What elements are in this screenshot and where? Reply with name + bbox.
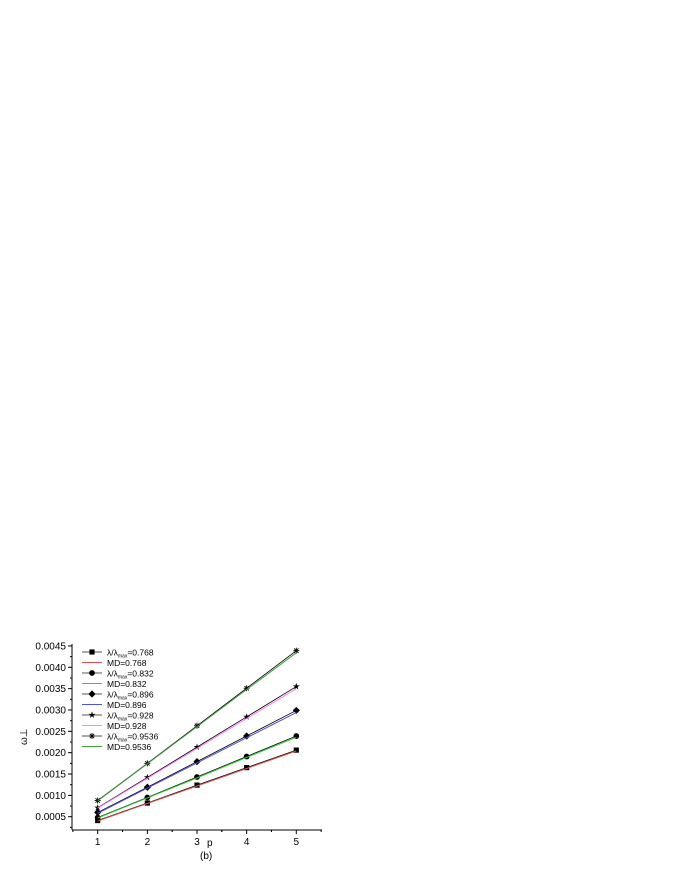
series-group [94,647,300,824]
series-MD-0.768 [97,750,297,822]
y-tick-label: 0.0010 [35,791,66,802]
legend-label: MD=0.896 [107,700,147,710]
diamond-marker [292,706,300,715]
y-tick-label: 0.0025 [35,727,66,738]
series--max-0.896 [94,706,300,817]
series-line [97,736,297,819]
series-line [97,750,297,822]
legend-label: λ/λmax=0.9536 [107,732,159,744]
legend-item: λ/λmax=0.768 [82,648,154,660]
x-tick-label: 3 [194,837,200,848]
legend-label: MD=0.832 [107,679,147,689]
legend-label-sub: max [118,738,128,744]
legend-item: λ/λmax=0.928 [82,711,154,723]
asterisk-marker [293,647,300,654]
legend-label-value: =0.768 [127,648,154,658]
legend-label: λ/λmax=0.928 [107,711,154,723]
legend-item: MD=0.896 [82,700,147,710]
series--max-0.928 [94,682,300,811]
square-marker [244,765,250,771]
y-tick-label: 0.0045 [35,641,66,652]
legend-label-main: λ/λ [107,711,119,721]
asterisk-stroke [89,733,95,739]
star-marker [292,682,300,690]
y-axis-label: ω⊥ [19,728,30,745]
star-marker [243,713,251,720]
y-tick-label: 0.0035 [35,684,66,695]
legend-label-sub: max [118,696,128,702]
legend-item: λ/λmax=0.896 [82,690,154,702]
legend-label-value: =0.9536 [127,732,158,742]
legend-label-main: λ/λ [107,669,119,679]
legend-item: MD=0.928 [82,721,147,731]
diamond-marker [88,690,96,698]
legend-item: MD=0.9536 [82,742,151,752]
legend-label: λ/λmax=0.832 [107,669,154,681]
legend-label: λ/λmax=0.768 [107,648,154,660]
legend-label: λ/λmax=0.896 [107,690,154,702]
x-tick-label: 1 [95,837,101,848]
series-line [97,688,297,809]
diamond-marker [143,783,151,791]
legend-label-sub: max [118,675,128,681]
y-tick-label: 0.0020 [35,748,66,759]
axes: 0.0005 0.0010 0.0015 0.0020 0.0025 0.0030 0.00… [35,641,322,848]
legend-label: MD=0.768 [107,658,147,668]
star-marker [143,773,151,781]
y-tick-label: 0.0005 [35,812,66,823]
series-MD-0.896 [97,712,297,814]
legend-label-sub: max [118,717,128,723]
x-axis-label: p [207,838,213,849]
square-marker [293,747,299,753]
square-marker [194,782,200,788]
legend-label-value: =0.896 [127,690,154,700]
series-line [97,712,297,814]
x-tick-label: 2 [145,837,151,848]
legend-item: MD=0.768 [82,658,147,668]
circle-marker [89,670,95,676]
legend-label-main: λ/λ [107,648,119,658]
asterisk-stroke [293,648,299,654]
diamond-marker [243,732,251,740]
legend: λ/λmax=0.768MD=0.768λ/λmax=0.832MD=0.832… [82,648,159,752]
y-tick-label: 0.0030 [35,706,66,717]
legend-label-value: =0.832 [127,669,154,679]
legend-label-value: =0.928 [127,711,154,721]
asterisk-stroke [244,685,250,691]
series-MD-0.928 [97,688,297,809]
legend-label: MD=0.9536 [107,742,151,752]
legend-label-main: λ/λ [107,732,119,742]
legend-label: MD=0.928 [107,721,147,731]
diamond-marker [94,808,102,817]
star-marker [94,804,102,811]
chart-caption: (b) [200,851,212,862]
legend-item: MD=0.832 [82,679,147,689]
legend-item: λ/λmax=0.832 [82,669,154,681]
y-tick-label: 0.0015 [35,770,66,781]
series-MD-0.832 [97,736,297,819]
legend-item: λ/λmax=0.9536 [82,732,159,744]
legend-label-sub: max [118,654,128,660]
star-marker [88,711,96,718]
y-tick-label: 0.0040 [35,663,66,674]
star-marker [193,743,201,751]
x-tick-label: 5 [294,837,300,848]
series-line [97,652,297,802]
square-marker [89,649,95,655]
series-MD-0.9536 [97,652,297,802]
x-tick-label: 4 [244,837,250,848]
legend-label-main: λ/λ [107,690,119,700]
asterisk-marker [89,733,95,739]
